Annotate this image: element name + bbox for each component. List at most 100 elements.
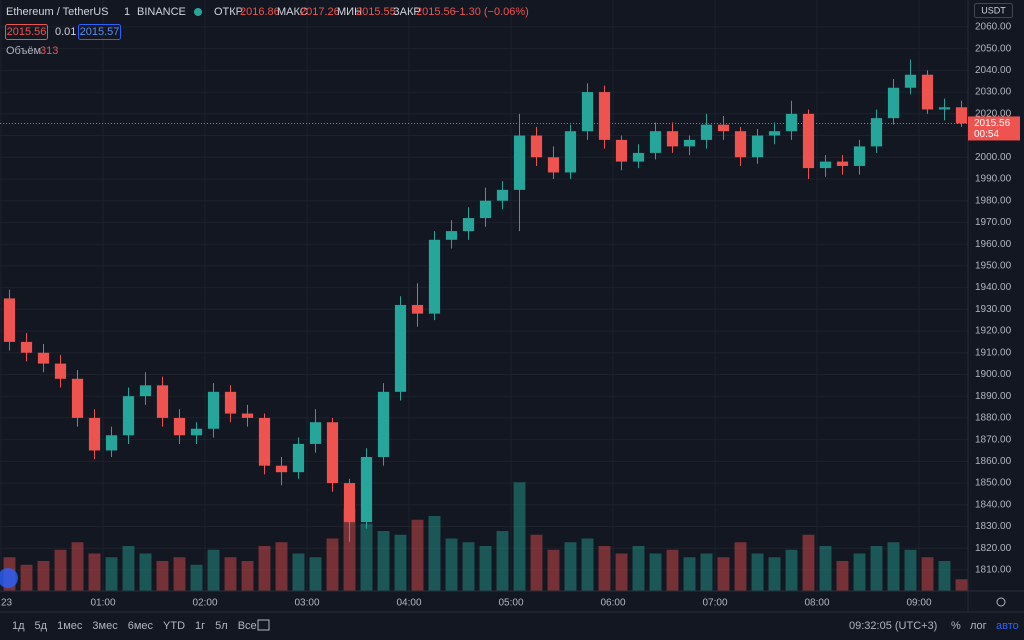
close-value: 2015.56: [416, 6, 456, 18]
percent-toggle[interactable]: %: [951, 620, 961, 632]
candle-body: [292, 443, 305, 473]
y-tick-label: 1890.00: [975, 391, 1012, 402]
volume-bar: [666, 549, 679, 591]
x-tick-label: 04:00: [396, 598, 421, 609]
candle-body: [734, 131, 747, 158]
settings-icon[interactable]: [996, 597, 1006, 607]
range-button[interactable]: 6мес: [128, 620, 154, 632]
candle-body: [445, 231, 458, 240]
y-tick-label: 2000.00: [975, 152, 1012, 163]
candle-body: [411, 304, 424, 314]
candle-body: [649, 131, 662, 153]
currency[interactable]: USDT: [981, 5, 1006, 15]
range-button[interactable]: Все: [238, 620, 257, 632]
volume-bar: [564, 542, 577, 591]
volume-bar: [853, 553, 866, 591]
x-tick-label: 02:00: [192, 598, 217, 609]
volume-bar: [513, 482, 526, 591]
volume-bar: [122, 546, 135, 591]
volume-bar: [241, 561, 254, 591]
y-tick-label: 1870.00: [975, 434, 1012, 445]
volume-value: 313: [40, 45, 58, 57]
volume-bar: [343, 508, 356, 591]
candle-body: [241, 413, 254, 418]
price-tag: [968, 116, 1020, 141]
candle-body: [71, 378, 84, 418]
low-value: 2015.55: [356, 6, 396, 18]
y-tick-label: 1880.00: [975, 413, 1012, 424]
range-button[interactable]: 3мес: [92, 620, 118, 632]
candle-body: [819, 161, 832, 169]
candle-body: [3, 298, 16, 342]
y-tick-label: 1940.00: [975, 282, 1012, 293]
range-button[interactable]: 5д: [35, 620, 48, 632]
volume-label: Объём: [6, 45, 41, 57]
candle-body: [428, 239, 441, 314]
candle-body: [513, 135, 526, 190]
range-button[interactable]: YTD: [163, 620, 185, 632]
market-status[interactable]: [194, 8, 202, 16]
y-tick-label: 2050.00: [975, 43, 1012, 54]
volume-bar: [445, 538, 458, 591]
volume-bar: [768, 557, 781, 591]
candle-body: [105, 435, 118, 451]
candle-body: [615, 139, 628, 162]
candle-body: [836, 161, 849, 166]
symbol[interactable]: Ethereum / TetherUS: [6, 6, 109, 18]
y-tick-label: 1980.00: [975, 195, 1012, 206]
x-tick-label: 03:00: [294, 598, 319, 609]
candle-body: [870, 118, 883, 147]
x-tick-label: 09:00: [906, 598, 931, 609]
candle-body: [326, 422, 339, 484]
volume-bar: [836, 561, 849, 591]
log-toggle[interactable]: лог: [970, 620, 987, 632]
exchange: BINANCE: [137, 6, 186, 18]
bid-box[interactable]: [5, 24, 48, 40]
candles: [3, 59, 968, 542]
volume-bar: [904, 549, 917, 591]
ask-box[interactable]: [78, 24, 121, 40]
open-label: ОТКР: [214, 6, 243, 18]
candle-body: [496, 189, 509, 201]
volume-bar: [275, 542, 288, 591]
auto-toggle[interactable]: авто: [996, 620, 1019, 632]
interval[interactable]: 1: [124, 6, 130, 18]
volume-bar: [870, 546, 883, 591]
x-tick-label: 23: [1, 598, 13, 609]
candle-body: [581, 92, 594, 132]
logo[interactable]: [0, 568, 18, 588]
volume-bar: [292, 553, 305, 591]
goto-date-icon[interactable]: [257, 619, 270, 631]
range-button[interactable]: 1д: [12, 620, 25, 632]
y-tick-label: 2060.00: [975, 22, 1012, 33]
volume-bar: [258, 546, 271, 591]
volume-bar: [54, 549, 67, 591]
candle-body: [462, 218, 475, 232]
candle-body: [156, 385, 169, 418]
candle-body: [904, 74, 917, 88]
volume-bar: [547, 549, 560, 591]
candle-body: [122, 396, 135, 436]
volume-bar: [207, 549, 220, 591]
range-button[interactable]: 1г: [195, 620, 205, 632]
volume-bar: [71, 542, 84, 591]
ask[interactable]: 2015.57: [80, 26, 120, 38]
volume-bar: [139, 553, 152, 591]
range-button[interactable]: 5л: [215, 620, 228, 632]
range-button[interactable]: 1мес: [57, 620, 83, 632]
bid[interactable]: 2015.56: [7, 26, 47, 38]
y-tick-label: 1930.00: [975, 304, 1012, 315]
volume-bar: [224, 557, 237, 591]
clock: 09:32:05 (UTC+3): [849, 620, 937, 632]
x-tick-label: 05:00: [498, 598, 523, 609]
toolbar: 1д 5д 1мес 3мес 6мес YTD 1г 5л Все: [12, 620, 257, 632]
volume-bar: [411, 519, 424, 591]
volume-bar: [734, 542, 747, 591]
high-value: 2017.26: [300, 6, 340, 18]
currency-box[interactable]: [974, 3, 1013, 18]
y-tick-label: 1820.00: [975, 543, 1012, 554]
volume-bar: [717, 557, 730, 591]
volume-bar: [377, 531, 390, 591]
candle-body: [37, 352, 50, 364]
